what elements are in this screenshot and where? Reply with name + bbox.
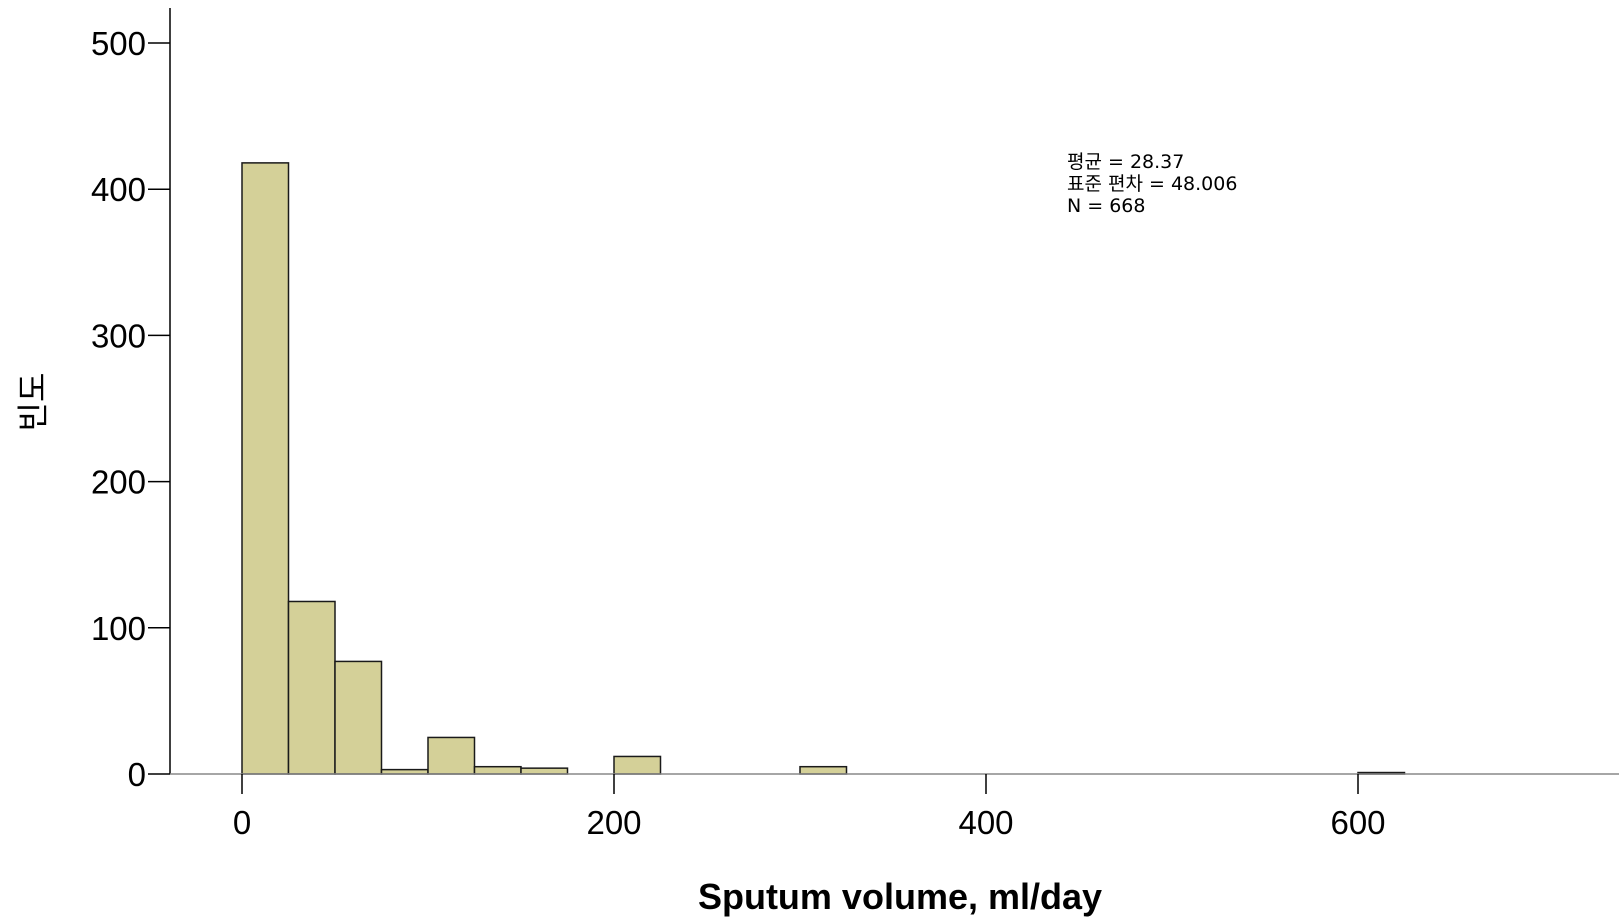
x-tick-label: 0	[233, 804, 251, 841]
histogram-bar	[520, 767, 569, 775]
histogram-bar	[799, 765, 848, 775]
y-tick-label: 0	[128, 756, 146, 793]
stats-mean: 평균 = 28.37	[1067, 151, 1184, 173]
axis-ticks: 0 100 200 300 400 500 0 200 400 600	[91, 25, 1386, 841]
x-tick-label: 200	[586, 804, 641, 841]
y-tick-label: 400	[91, 171, 146, 208]
y-axis-title: 빈도	[14, 373, 52, 432]
y-tick-label: 300	[91, 317, 146, 354]
stats-n: N = 668	[1067, 195, 1145, 217]
x-tick-label: 400	[958, 804, 1013, 841]
axes	[169, 8, 1619, 775]
stats-annotation: 평균 = 28.37 표준 편차 = 48.006 N = 668	[1067, 151, 1237, 217]
histogram-bar	[287, 600, 336, 775]
histogram-bar	[427, 736, 476, 775]
histogram-bar	[473, 765, 522, 775]
histogram-bar	[334, 660, 383, 775]
y-tick-label: 200	[91, 464, 146, 501]
x-axis-title: Sputum volume, ml/day	[698, 876, 1102, 917]
y-tick-label: 500	[91, 25, 146, 62]
histogram-bar	[241, 162, 290, 775]
x-tick-label: 600	[1330, 804, 1385, 841]
y-tick-label: 100	[91, 610, 146, 647]
histogram-bars	[241, 162, 1406, 775]
stats-sd: 표준 편차 = 48.006	[1067, 173, 1237, 195]
histogram-bar	[613, 755, 662, 775]
